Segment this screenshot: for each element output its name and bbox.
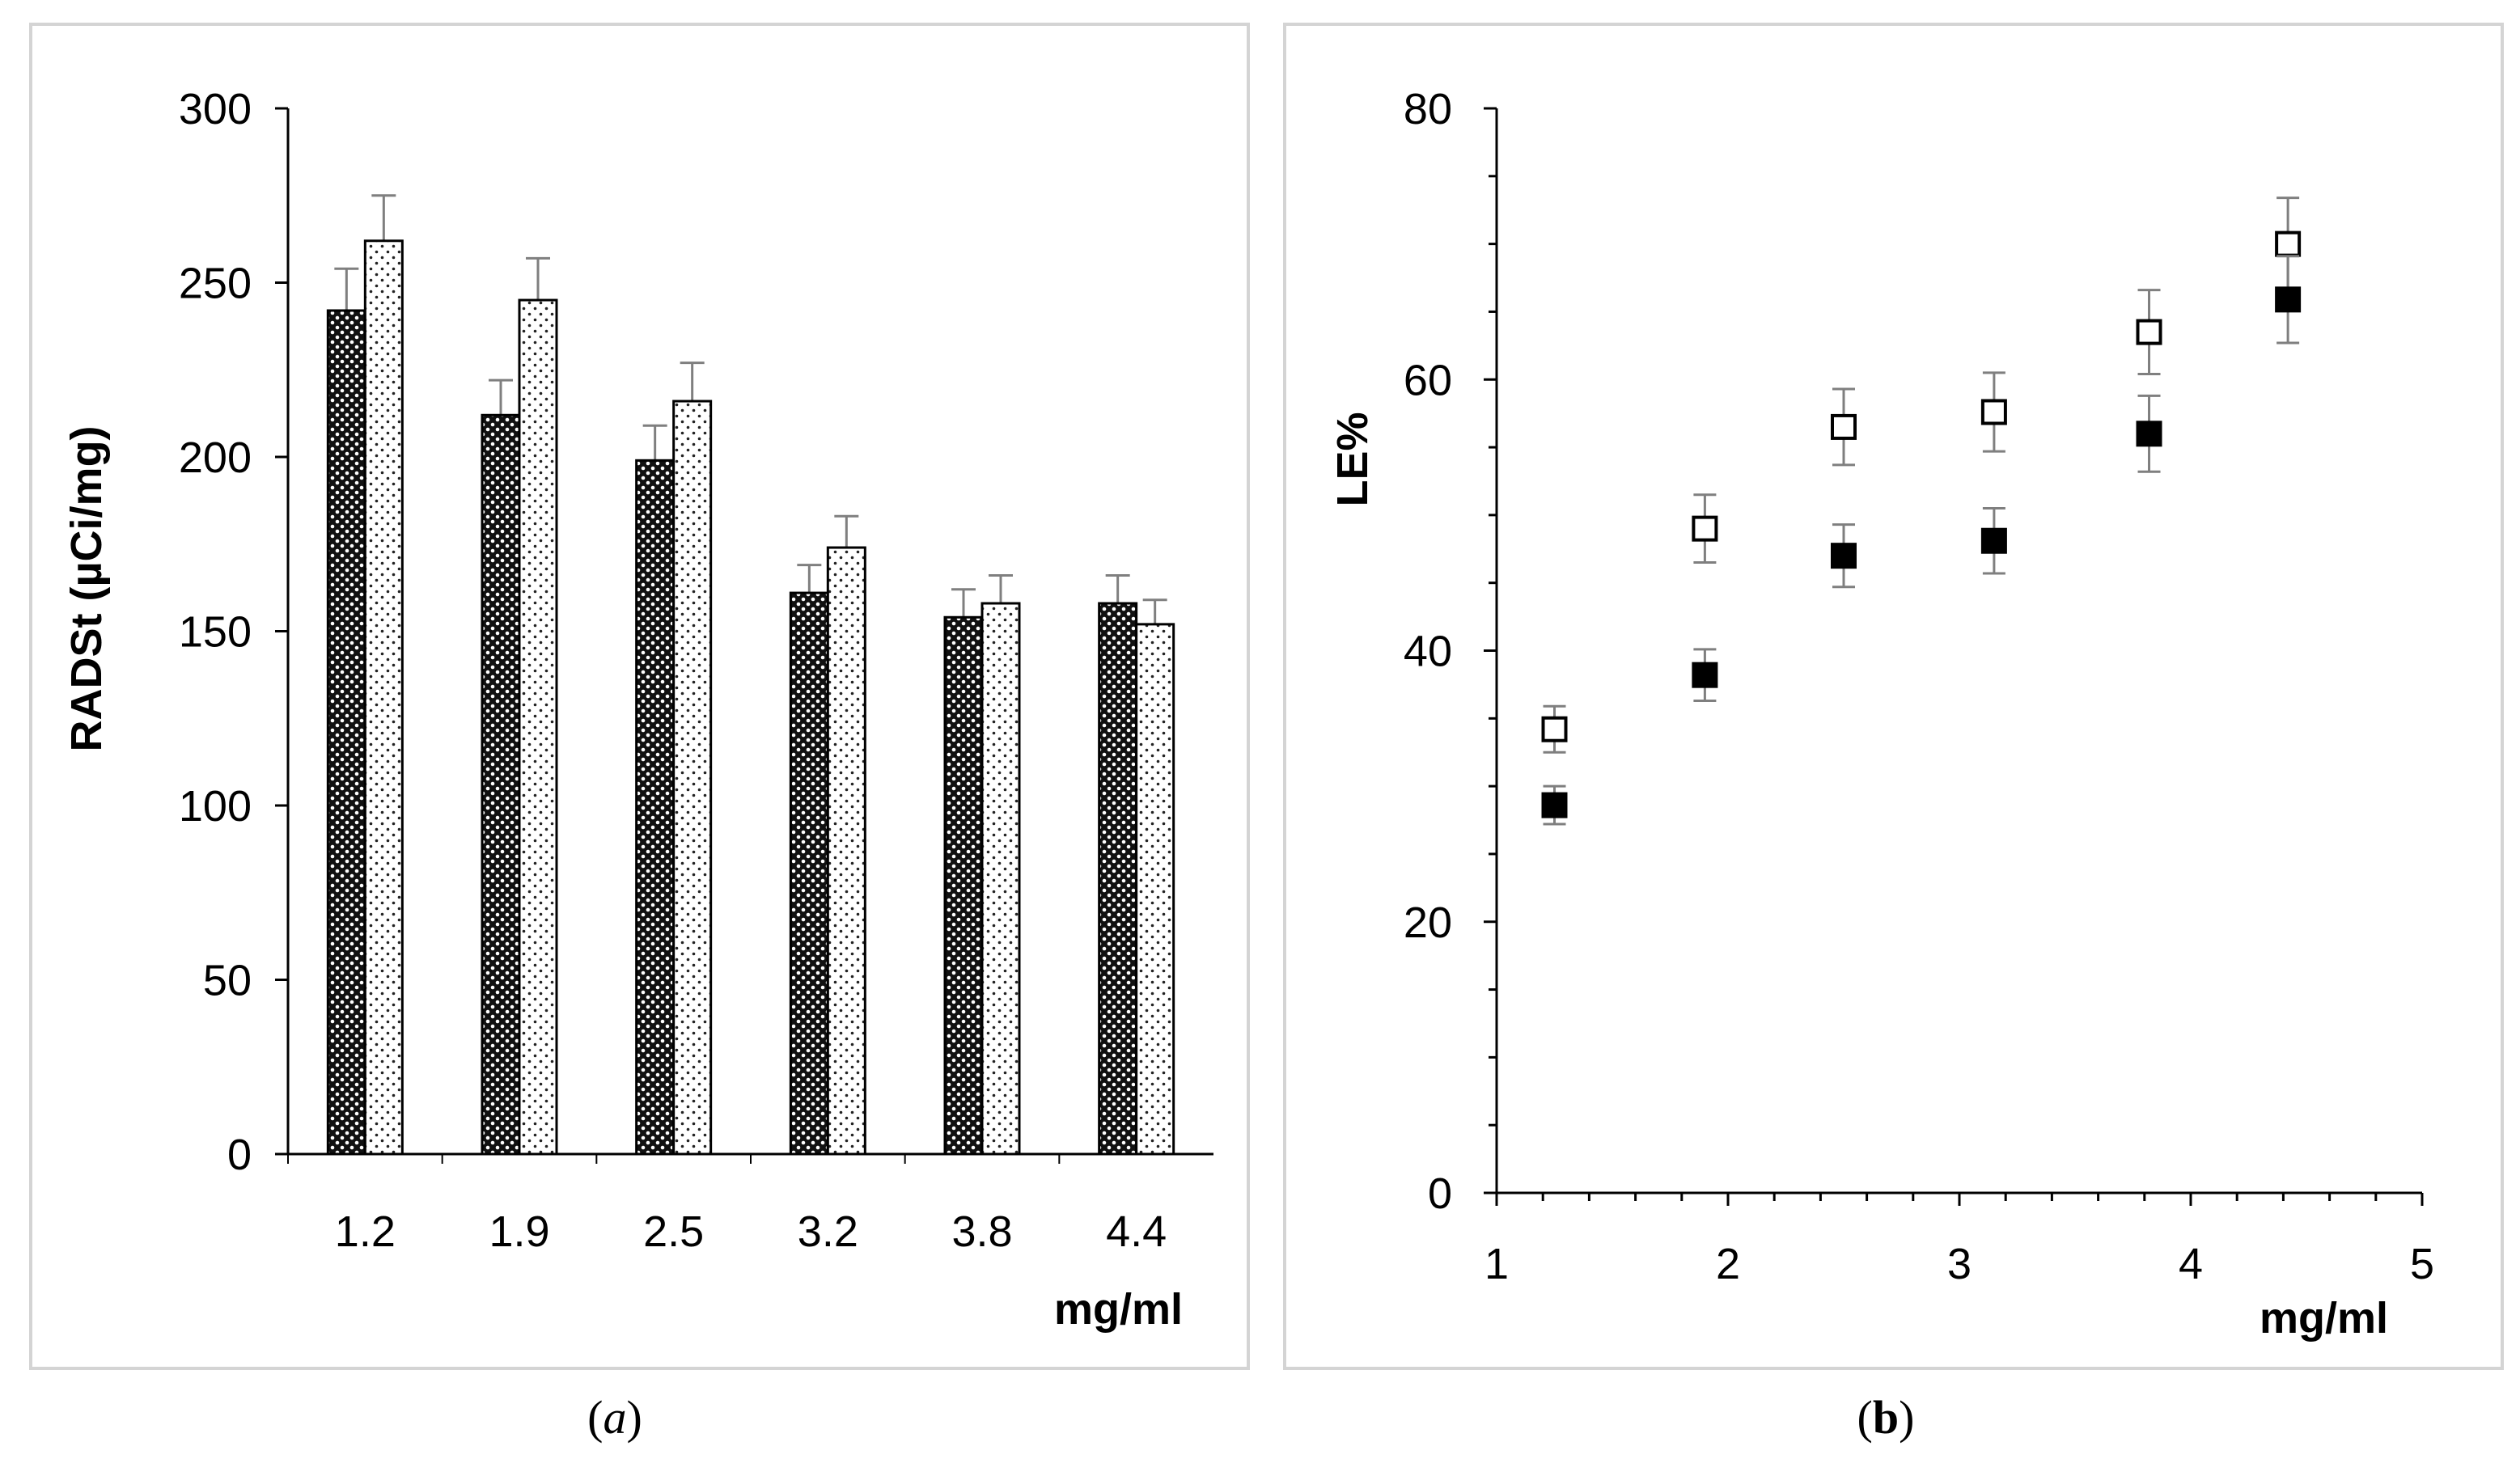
panel-a-bar-series-1 [326,309,366,1156]
panel-a-y-tick-label: 100 [179,782,252,831]
panel-a-bar-series-1 [1098,602,1138,1156]
panel-a-y-tick-label: 250 [179,260,252,308]
panel-b-point-filled-square [1692,662,1718,688]
panel-a-bar-series-2 [826,546,866,1156]
panel-a-bar-series-1 [789,591,829,1156]
panel-a-x-tick-label: 3.8 [951,1207,1012,1256]
panel-b-x-tick-label: 4 [2179,1240,2203,1288]
panel-b-y-tick-label: 80 [1404,85,1452,133]
panel-b-point-open-square [1692,515,1718,542]
panel-a-bar-series-2 [518,298,558,1156]
panel-b-y-tick-label: 60 [1404,356,1452,404]
panel-b-y-tick-label: 40 [1404,628,1452,676]
panel-b-axes: 0 20 40 60 80 1 2 3 4 5 [1404,85,2434,1288]
panel-b-y-tick-label: 20 [1404,899,1452,947]
panel-b-point-open-square [2136,319,2162,345]
panel-b-scatter-chart: 0 20 40 60 80 1 2 3 4 5 LE% mg/ml [1283,23,2504,1370]
panel-b-point-open-square [1980,399,2007,425]
panel-a-x-tick-label: 4.4 [1106,1207,1167,1256]
panel-b-point-open-square [2275,230,2302,257]
panel-a-y-tick-label: 50 [203,957,252,1005]
panel-b-point-filled-square [1980,527,2007,554]
panel-b-y-tick-label: 0 [1428,1169,1452,1218]
panel-b-marks [1541,197,2302,826]
panel-b-x-tick-label: 3 [1947,1240,1972,1288]
panel-b-point-filled-square [1541,792,1568,818]
panel-a-axes: 0 50 100 150 200 250 300 1.2 1.9 2.5 3.2 3.8 4.4 [179,85,1213,1256]
panel-a-bar-series-2 [1135,623,1175,1156]
panel-a-xlabel: mg/ml [1054,1285,1183,1334]
panel-a-bar-series-2 [980,602,1021,1156]
panel-a-bar-series-1 [635,459,676,1156]
panel-a-bar-series-2 [672,400,713,1156]
panel-a-y-tick-label: 200 [179,433,252,482]
panel-a-bar-series-1 [943,615,984,1156]
panel-b-point-open-square [1831,413,1857,440]
panel-a-x-tick-label: 3.2 [798,1207,858,1256]
panel-a-y-tick-label: 150 [179,608,252,657]
panel-a-marks [326,194,1175,1156]
panel-a-x-tick-label: 1.2 [335,1207,396,1256]
panel-a-bar-series-1 [481,413,521,1156]
panel-b-point-open-square [1541,716,1568,742]
panel-b-xlabel: mg/ml [2260,1294,2388,1342]
panel-b-x-tick-label: 1 [1484,1240,1509,1288]
panel-a-bar-series-2 [363,239,404,1156]
panel-b-caption: (b) [1857,1391,1915,1444]
panel-b-point-filled-square [2275,286,2302,313]
panel-b-ylabel: LE% [1328,412,1377,506]
panel-a-caption: (a) [587,1391,642,1444]
panel-a-y-tick-label: 300 [179,85,252,133]
panel-a-x-tick-label: 1.9 [489,1207,549,1256]
panel-b-x-tick-label: 2 [1716,1240,1740,1288]
panel-b-point-filled-square [2136,421,2162,447]
panel-a-x-tick-label: 2.5 [643,1207,704,1256]
panel-a-ylabel: RADSt (µCi/mg) [62,425,111,751]
panel-b-point-filled-square [1831,543,1857,569]
panel-a-bar-chart: 0 50 100 150 200 250 300 1.2 1.9 2.5 3.2 3.8 4.4 RAD… [29,23,1250,1370]
panel-b-frame [1283,23,2504,1370]
panel-b-x-tick-label: 5 [2410,1240,2434,1288]
panel-a-y-tick-label: 0 [227,1131,252,1179]
